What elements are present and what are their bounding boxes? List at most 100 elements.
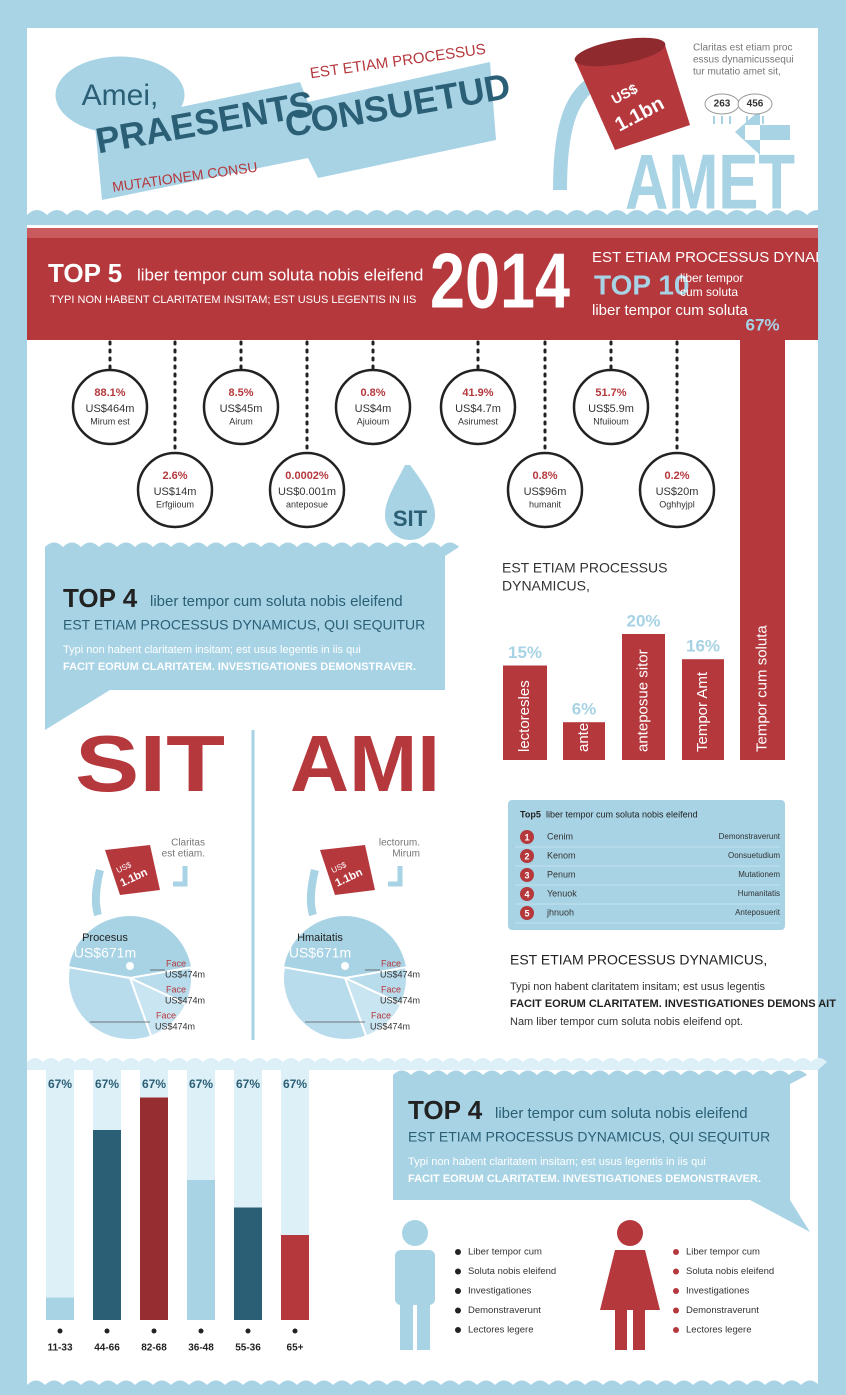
info-box	[45, 555, 445, 690]
female-icon	[600, 1220, 660, 1350]
bar-value-label: 67%	[745, 315, 779, 334]
circle-amount: US$4m	[355, 403, 392, 415]
bar-caption: 67%	[189, 1077, 213, 1091]
slice-amount: US$474m	[370, 1021, 410, 1031]
bar-value-label: 15%	[508, 643, 542, 662]
circle-percent: 8.5%	[228, 387, 253, 399]
red-band-top	[27, 228, 818, 238]
list-dot	[455, 1288, 461, 1294]
pour	[91, 869, 104, 917]
pour	[306, 869, 319, 917]
block-text: Typi non habent claritatem insitam; est …	[510, 981, 765, 993]
list-item: Liber tempor cum	[686, 1247, 760, 1258]
list-dot	[673, 1288, 679, 1294]
circle-percent: 2.6%	[162, 470, 187, 482]
wave	[45, 542, 459, 556]
box-lead: TOP 4	[63, 583, 138, 613]
stat-circle	[136, 451, 214, 529]
bar	[682, 659, 724, 760]
bar-caption: 67%	[142, 1077, 166, 1091]
ranking-title: Top5	[520, 809, 541, 819]
pour	[553, 79, 595, 191]
box-bold: FACIT EORUM CLARITATEM. INVESTIGATIONES …	[63, 661, 416, 673]
circle-amount: US$464m	[86, 403, 135, 415]
rank-dot	[520, 849, 534, 863]
band-text: liber tempor cum soluta	[592, 302, 749, 319]
bar-dot	[198, 1328, 204, 1334]
note: est etiam.	[162, 849, 205, 860]
box-sub: EST ETIAM PROCESSUS DYNAMICUS, QUI SEQUI…	[408, 1129, 770, 1145]
box-text: liber tempor cum soluta nobis eleifend	[150, 593, 403, 610]
note: lectorum.	[379, 838, 420, 849]
circle-percent: 0.2%	[664, 470, 689, 482]
bar-dot	[57, 1328, 63, 1334]
circle-name: Ajuioum	[357, 416, 390, 426]
stat-circle	[638, 451, 716, 529]
bar-caption: 67%	[95, 1077, 119, 1091]
list-item: Demonstraverunt	[686, 1305, 759, 1316]
block-bold: FACIT EORUM CLARITATEM. INVESTIGATIONES …	[510, 998, 836, 1010]
wave	[27, 210, 827, 225]
ribbon	[95, 62, 496, 200]
bar	[93, 1130, 121, 1320]
bar	[622, 634, 665, 760]
bucket-rim	[574, 37, 666, 67]
stat-circle	[506, 451, 584, 529]
list-dot	[455, 1307, 461, 1314]
bar-category: anteposue sitor	[634, 649, 651, 752]
circle-name: Asirumest	[458, 416, 499, 426]
rank-number: 4	[524, 889, 529, 899]
box-sub: EST ETIAM PROCESSUS DYNAMICUS, QUI SEQUI…	[63, 617, 425, 633]
stat-circle	[439, 368, 517, 446]
list-item: Investigationes	[468, 1286, 532, 1297]
bar	[563, 722, 605, 760]
slice-amount: US$474m	[155, 1021, 195, 1031]
bar	[140, 1097, 168, 1320]
bar-category: 55-36	[235, 1343, 261, 1354]
bar-category: antei	[575, 719, 592, 752]
band-subline: TYPI NON HABENT CLARITATEM INSITAM; EST …	[50, 294, 416, 306]
stat-circle	[572, 368, 650, 446]
bucket	[105, 845, 160, 895]
drop	[385, 465, 435, 540]
cloud-text: 456	[747, 99, 764, 110]
note: tur mutatio amet sit,	[693, 67, 781, 78]
bar-caption: 67%	[283, 1077, 307, 1091]
circle-amount: US$96m	[524, 486, 567, 498]
rank-dot	[520, 830, 534, 844]
bar-dot	[292, 1328, 298, 1334]
bar-dot	[151, 1328, 157, 1334]
band-lead: TOP 5	[48, 258, 122, 288]
slice-amount: US$474m	[380, 995, 420, 1005]
list-dot	[455, 1249, 461, 1255]
circle-percent: 41.9%	[462, 387, 493, 399]
stat-circle	[268, 451, 346, 529]
circle-percent: 88.1%	[94, 387, 125, 399]
rank-value: Oonsuetudium	[728, 851, 780, 860]
bar-category: 44-66	[94, 1343, 120, 1354]
pie-amount: US$671m	[289, 945, 351, 961]
slice-name: Face	[156, 1010, 176, 1020]
circle-name: Nfuiioum	[593, 416, 629, 426]
bar-caption: 67%	[236, 1077, 260, 1091]
bar	[234, 1207, 262, 1320]
rank-dot	[520, 906, 534, 920]
info-box	[393, 1075, 790, 1200]
arrow	[388, 866, 403, 887]
rank-number: 1	[524, 832, 529, 842]
box-tail	[45, 690, 110, 730]
circle-percent: 51.7%	[595, 387, 626, 399]
slice-amount: US$474m	[380, 969, 420, 979]
red-band	[27, 228, 818, 340]
block-heading: EST ETIAM PROCESSUS DYNAMICUS,	[510, 952, 767, 968]
note: essus dynamicussequi	[693, 55, 794, 66]
list-item: Investigationes	[686, 1286, 750, 1297]
rank-number: 5	[524, 908, 529, 918]
list-item: Lectores legere	[686, 1325, 751, 1336]
bar-category: Tempor cum soluta	[753, 625, 770, 752]
chart-title: DYNAMICUS,	[502, 578, 590, 594]
wave	[27, 1380, 819, 1394]
rank-dot	[520, 887, 534, 901]
circle-percent: 0.8%	[360, 387, 385, 399]
